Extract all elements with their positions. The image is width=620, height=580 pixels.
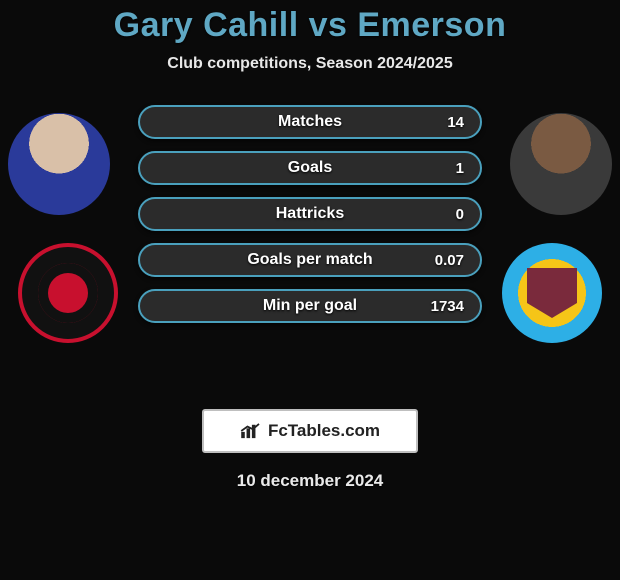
player-avatar-left — [8, 113, 110, 215]
stat-value: 1734 — [431, 298, 464, 315]
date-text: 10 december 2024 — [0, 471, 620, 491]
stat-label: Goals — [288, 159, 332, 177]
stat-label: Hattricks — [276, 205, 344, 223]
stat-row: Hattricks 0 — [138, 197, 482, 231]
club-crest-right — [502, 243, 602, 343]
player-avatar-right — [510, 113, 612, 215]
stat-label: Min per goal — [263, 297, 357, 315]
brand-badge: FcTables.com — [202, 409, 418, 453]
comparison-card: Gary Cahill vs Emerson Club competitions… — [0, 0, 620, 580]
stat-row: Min per goal 1734 — [138, 289, 482, 323]
stat-value: 0.07 — [435, 252, 464, 269]
page-title: Gary Cahill vs Emerson — [0, 6, 620, 45]
chart-icon — [240, 423, 262, 439]
stat-value: 14 — [447, 114, 464, 131]
content-area: Matches 14 Goals 1 Hattricks 0 Goals per… — [0, 101, 620, 401]
stat-value: 1 — [456, 160, 464, 177]
stat-label: Matches — [278, 113, 342, 131]
subtitle: Club competitions, Season 2024/2025 — [0, 55, 620, 73]
stat-row: Goals 1 — [138, 151, 482, 185]
brand-text: FcTables.com — [268, 421, 380, 441]
stat-label: Goals per match — [247, 251, 372, 269]
club-crest-left — [18, 243, 118, 343]
stat-row: Matches 14 — [138, 105, 482, 139]
stats-list: Matches 14 Goals 1 Hattricks 0 Goals per… — [138, 105, 482, 335]
stat-value: 0 — [456, 206, 464, 223]
stat-row: Goals per match 0.07 — [138, 243, 482, 277]
